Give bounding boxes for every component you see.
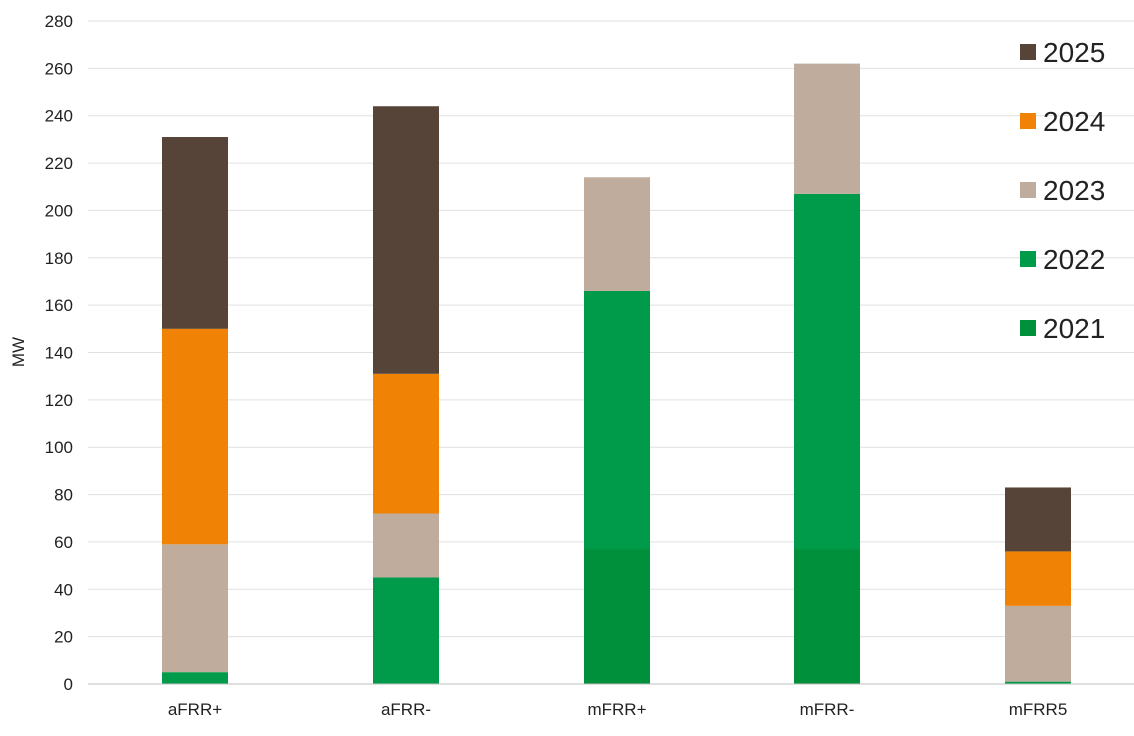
bar-segment-2025-aFRR+ — [162, 137, 228, 329]
bar-segment-2023-mFRR+ — [584, 177, 650, 291]
bar-segment-2024-aFRR- — [373, 373, 439, 514]
bar-segment-2023-aFRR+ — [162, 544, 228, 673]
bar-segment-2022-mFRR5 — [1005, 681, 1071, 684]
legend-label: 2024 — [1043, 106, 1105, 137]
y-tick-label: 0 — [64, 675, 73, 694]
x-category-label: mFRR5 — [1009, 700, 1068, 719]
bar-segment-2021-mFRR+ — [584, 549, 650, 684]
bar-segment-2022-mFRR- — [794, 193, 860, 550]
bar-segment-2022-aFRR+ — [162, 672, 228, 684]
bar-segment-2023-mFRR- — [794, 63, 860, 194]
x-category-label: mFRR+ — [587, 700, 646, 719]
legend-label: 2021 — [1043, 313, 1105, 344]
y-tick-label: 280 — [45, 12, 73, 31]
x-category-label: aFRR+ — [168, 700, 222, 719]
legend-label: 2022 — [1043, 244, 1105, 275]
legend-swatch-2025 — [1020, 44, 1036, 60]
bar-stacks — [162, 63, 1071, 684]
x-axis-category-labels: aFRR+ aFRR-mFRR+ mFRR-mFRR5 — [168, 700, 1067, 719]
y-tick-label: 220 — [45, 154, 73, 173]
bar-segment-2025-aFRR- — [373, 106, 439, 374]
bar-segment-2023-mFRR5 — [1005, 605, 1071, 682]
y-tick-label: 60 — [54, 533, 73, 552]
y-tick-label: 20 — [54, 628, 73, 647]
x-category-label: aFRR- — [381, 700, 431, 719]
bar-segment-2024-mFRR5 — [1005, 551, 1071, 606]
y-axis-title: MW — [9, 337, 28, 367]
y-tick-label: 100 — [45, 438, 73, 457]
x-category-label: mFRR- — [800, 700, 855, 719]
y-tick-label: 240 — [45, 107, 73, 126]
y-tick-label: 80 — [54, 486, 73, 505]
legend-label: 2025 — [1043, 37, 1105, 68]
legend: 2025 2024 2023 2022 2021 — [1020, 37, 1105, 344]
y-tick-label: 260 — [45, 59, 73, 78]
bar-segment-2022-mFRR+ — [584, 290, 650, 550]
bar-segment-2021-mFRR- — [794, 549, 860, 684]
y-tick-label: 140 — [45, 344, 73, 363]
legend-label: 2023 — [1043, 175, 1105, 206]
bar-segment-2023-aFRR- — [373, 513, 439, 578]
legend-swatch-2024 — [1020, 113, 1036, 129]
y-tick-label: 160 — [45, 296, 73, 315]
legend-swatch-2023 — [1020, 182, 1036, 198]
bar-segment-2024-aFRR+ — [162, 328, 228, 545]
legend-swatch-2022 — [1020, 251, 1036, 267]
bar-segment-2022-aFRR- — [373, 577, 439, 684]
y-tick-label: 40 — [54, 580, 73, 599]
y-tick-label: 120 — [45, 391, 73, 410]
y-axis-tick-labels: 0 20 40 60 80 100 120 140 160 180 200 220 240 260 280 — [45, 12, 73, 694]
bar-segment-2025-mFRR5 — [1005, 487, 1071, 552]
legend-swatch-2021 — [1020, 320, 1036, 336]
y-tick-label: 200 — [45, 201, 73, 220]
y-tick-label: 180 — [45, 249, 73, 268]
